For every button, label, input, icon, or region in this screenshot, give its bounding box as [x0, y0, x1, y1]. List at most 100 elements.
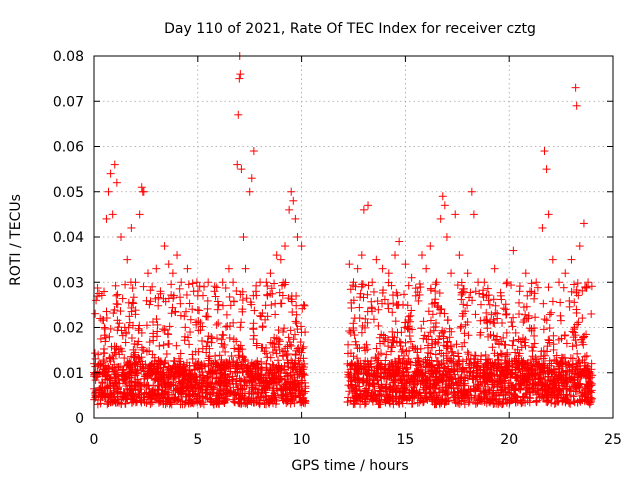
data-point — [186, 328, 195, 337]
data-point — [221, 322, 230, 331]
data-point — [167, 309, 176, 318]
data-point — [292, 319, 301, 328]
data-point — [176, 349, 185, 358]
y-tick-label: 0.08 — [53, 49, 84, 65]
data-point — [172, 341, 181, 350]
data-point — [121, 338, 130, 347]
data-point — [155, 341, 164, 350]
data-point — [212, 320, 221, 329]
data-point — [213, 305, 222, 314]
x-tick-label: 10 — [293, 432, 311, 448]
data-point — [204, 372, 213, 381]
y-tick-label: 0.04 — [53, 230, 84, 246]
data-point — [221, 284, 230, 293]
data-point — [223, 322, 232, 331]
data-point — [139, 282, 148, 291]
y-tick-label: 0.02 — [53, 321, 84, 337]
data-point — [274, 356, 283, 365]
data-point — [101, 333, 110, 342]
data-point — [100, 287, 109, 296]
x-tick-label: 20 — [500, 432, 518, 448]
data-point — [120, 354, 129, 363]
data-point — [116, 307, 125, 316]
data-point — [113, 398, 122, 407]
data-point — [121, 280, 130, 289]
data-point — [209, 369, 218, 378]
data-point — [90, 349, 99, 358]
y-axis-label: ROTI / TECUs — [8, 194, 24, 286]
data-point — [202, 312, 211, 321]
data-point — [208, 385, 217, 394]
data-point — [205, 390, 214, 399]
data-point — [225, 333, 234, 342]
data-point — [297, 348, 306, 357]
data-point — [217, 335, 226, 344]
data-point — [266, 353, 275, 362]
data-point — [146, 286, 155, 295]
y-tick-label: 0 — [75, 411, 84, 427]
data-point — [111, 281, 120, 290]
y-tick-label: 0.07 — [53, 94, 84, 110]
x-tick-label: 25 — [604, 432, 622, 448]
data-point — [215, 351, 224, 360]
data-point — [193, 378, 202, 387]
data-point — [145, 338, 154, 347]
data-point — [300, 359, 309, 368]
data-point — [181, 307, 190, 316]
data-point — [211, 351, 220, 360]
data-point — [299, 342, 308, 351]
data-point — [290, 330, 299, 339]
data-point — [287, 341, 296, 350]
y-tick-label: 0.03 — [53, 275, 84, 291]
y-tick-labels: 0 0.01 0.02 0.03 0.04 0.05 0.06 0.07 0.08 — [53, 49, 84, 427]
data-point — [207, 332, 216, 341]
data-point — [263, 282, 272, 291]
data-point — [225, 292, 234, 301]
x-axis-label: GPS time / hours — [291, 458, 408, 474]
data-point — [208, 374, 217, 383]
y-tick-label: 0.05 — [53, 185, 84, 201]
data-point — [280, 280, 289, 289]
data-point — [198, 322, 207, 331]
data-point — [214, 319, 223, 328]
data-point — [238, 296, 247, 305]
data-point — [188, 305, 197, 314]
data-point — [114, 323, 123, 332]
data-point — [218, 343, 227, 352]
data-point — [218, 330, 227, 339]
data-point — [198, 344, 207, 353]
data-point — [153, 327, 162, 336]
chart-title: Day 110 of 2021, Rate Of TEC Index for r… — [164, 21, 536, 37]
y-tick-label: 0.01 — [53, 366, 84, 382]
data-point — [229, 318, 238, 327]
data-point — [129, 299, 138, 308]
data-point — [202, 348, 211, 357]
data-point — [249, 319, 258, 328]
data-point — [165, 322, 174, 331]
data-point — [134, 337, 143, 346]
data-point — [275, 380, 284, 389]
data-point — [260, 347, 269, 356]
data-point — [296, 338, 305, 347]
data-point — [105, 332, 114, 341]
data-point — [176, 311, 185, 320]
data-point — [154, 301, 163, 310]
data-point — [93, 370, 102, 379]
x-tick-label: 15 — [396, 432, 414, 448]
data-point — [198, 336, 207, 345]
data-point — [146, 297, 155, 306]
data-point — [185, 299, 194, 308]
data-point — [101, 337, 110, 346]
data-point — [227, 352, 236, 361]
data-point — [152, 315, 161, 324]
data-point — [127, 334, 136, 343]
data-point — [146, 400, 155, 409]
data-point — [279, 328, 288, 337]
data-point — [234, 347, 243, 356]
data-point — [280, 324, 289, 333]
data-point — [184, 280, 193, 289]
data-point — [195, 306, 204, 315]
data-point — [236, 323, 245, 332]
